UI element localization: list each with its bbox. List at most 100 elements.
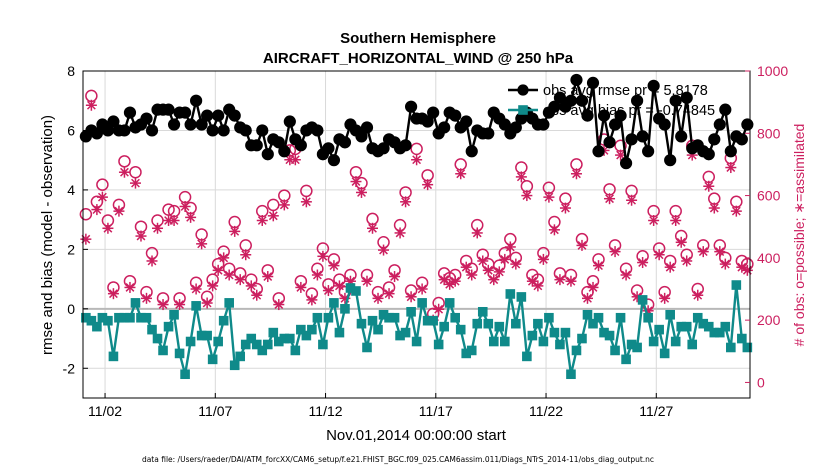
bias-point [643,312,653,323]
bias-point [411,336,422,347]
assimilated-obs-point [141,292,153,304]
assimilated-obs-point [311,269,323,281]
bias-point [345,283,356,293]
bias-point [406,306,416,317]
rmse-point [195,118,208,131]
rmse-point [206,124,219,137]
bias-point [125,312,135,323]
x-tick-label: 11/07 [198,403,232,419]
assimilated-obs-point [146,255,158,267]
assimilated-obs-point [466,269,478,281]
x-axis-ticks: 11/02 11/07 11/12 11/17 11/22 11/27 [88,393,673,419]
bias-point [665,309,675,320]
bias-point [439,321,449,332]
bias-point [268,327,279,338]
bias-point [163,321,174,332]
legend-marker [518,105,528,115]
observation-counts-layer [79,89,754,326]
y2-tick-label: 400 [757,250,781,266]
rmse-point [608,118,622,131]
assimilated-obs-point [372,292,384,304]
assimilated-obs-point [697,246,709,258]
assimilated-obs-point [289,154,301,166]
assimilated-obs-point [157,299,169,311]
bias-point [389,312,400,323]
rmse-point [449,109,462,122]
assimilated-obs-point [725,162,737,174]
assimilated-obs-point [168,214,180,226]
bias-point [527,330,538,341]
bias-point [488,336,499,347]
assimilated-obs-point [626,194,638,206]
rmse-point [404,100,418,113]
rmse-point [427,106,440,119]
bias-point [737,333,747,344]
rmse-point [575,94,589,107]
assimilated-obs-point [664,261,676,273]
rmse-point [239,124,252,137]
rmse-point [669,94,682,107]
rmse-point [145,124,159,137]
bias-point [648,336,659,347]
bias-point [329,298,339,308]
bias-point [373,324,383,335]
assimilated-obs-point [118,166,130,178]
bias-point [461,348,472,359]
bias-point [566,369,576,380]
bias-point [599,327,609,338]
assimilated-obs-point [581,292,593,304]
rmse-point [460,115,473,128]
assimilated-obs-point [196,238,208,250]
assimilated-obs-point [576,239,588,251]
assimilated-obs-point [102,222,114,234]
assimilated-obs-point [708,202,720,214]
bias-point [720,321,731,332]
assimilated-obs-point [322,285,334,297]
bias-point [703,321,714,332]
rmse-point [509,121,522,134]
rmse-point [708,133,721,146]
bias-point [593,312,604,323]
legend-item-rmse: obs avg rmse pr = 5.8178 [508,83,708,99]
bias-point [422,315,433,326]
bias-point [709,327,720,338]
bias-point [207,354,218,365]
rmse-point [658,118,671,131]
x-tick-label: 11/27 [639,403,673,419]
rmse-point [217,124,230,137]
y-axis-ticks: -2 0 2 4 6 8 [63,63,88,376]
assimilated-obs-point [455,168,467,180]
assimilated-obs-point [422,179,434,191]
assimilated-obs-point [444,278,456,290]
rmse-point [465,145,478,158]
bias-point [676,321,687,332]
bias-point [637,295,648,305]
bias-point [103,315,113,326]
bias-point [571,345,582,356]
bias-point [367,315,378,326]
rmse-point [201,109,214,122]
bias-point [158,345,168,356]
bias-point [119,312,130,323]
bias-point [692,312,703,323]
bias-point [262,339,273,350]
assimilated-obs-point [328,260,340,272]
assimilated-obs-point [85,99,97,111]
y-tick-label: 6 [67,122,75,138]
bias-point [362,342,372,353]
y-tick-label: 4 [67,182,75,198]
assimilated-obs-point [719,258,731,270]
bias-point [698,318,709,329]
bias-point [742,342,753,353]
bias-point [240,339,251,350]
assimilated-obs-point [350,176,362,188]
bias-point [544,312,554,323]
assimilated-obs-point [96,191,108,203]
x-tick-label: 11/02 [88,403,122,419]
rmse-point [614,109,627,122]
bias-point [621,354,631,365]
rmse-point [294,139,307,152]
series-bias [81,280,753,380]
rmse-point [735,133,748,146]
